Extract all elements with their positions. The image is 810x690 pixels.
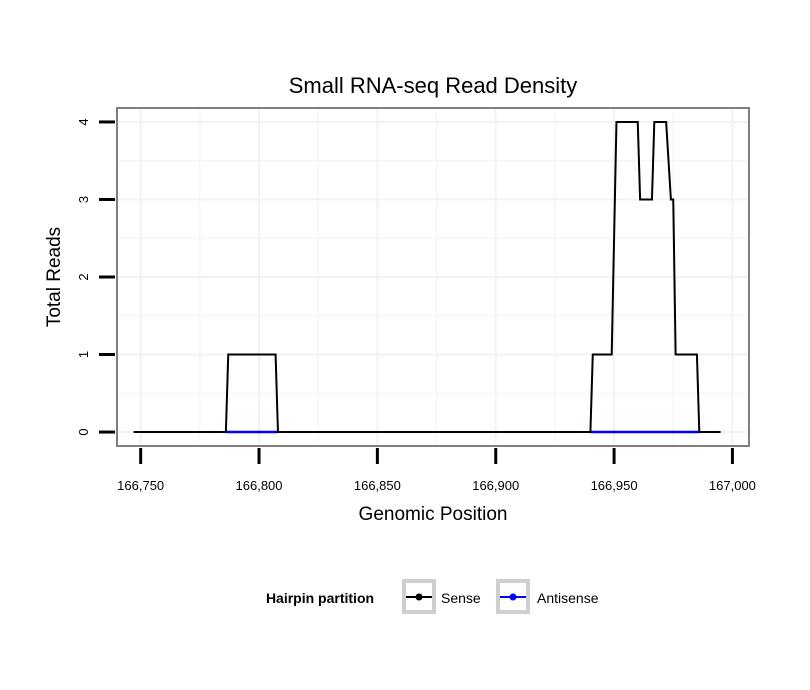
x-tick-label: 166,750 [117, 478, 164, 493]
y-axis: 0 1 2 3 4 [76, 118, 115, 436]
y-tick-label: 4 [76, 118, 91, 125]
sense-series-line [133, 120, 721, 434]
legend-label-antisense: Antisense [537, 590, 599, 606]
x-tick-label: 166,800 [236, 478, 283, 493]
y-tick-label: 0 [76, 428, 91, 435]
legend: Hairpin partition Sense Antisense [266, 579, 599, 614]
y-tick-label: 2 [76, 273, 91, 280]
legend-title: Hairpin partition [266, 590, 374, 606]
grid-lines [117, 108, 749, 446]
x-tick-label: 167,000 [709, 478, 756, 493]
legend-point-antisense [509, 593, 517, 601]
chart-title: Small RNA-seq Read Density [289, 73, 578, 98]
legend-item-antisense: Antisense [496, 579, 599, 614]
x-axis: 166,750 166,800 166,850 166,900 166,950 167,0… [117, 448, 756, 493]
plot-border [116, 107, 750, 447]
legend-label-sense: Sense [441, 590, 481, 606]
series-layer [133, 120, 721, 434]
x-tick-label: 166,900 [472, 478, 519, 493]
y-tick-label: 1 [76, 351, 91, 358]
y-axis-label: Total Reads [44, 227, 65, 327]
x-tick-label: 166,850 [354, 478, 401, 493]
legend-item-sense: Sense [402, 579, 481, 614]
x-axis-label: Genomic Position [359, 504, 508, 525]
legend-point-sense [415, 593, 423, 601]
y-tick-label: 3 [76, 196, 91, 203]
x-tick-label: 166,950 [591, 478, 638, 493]
